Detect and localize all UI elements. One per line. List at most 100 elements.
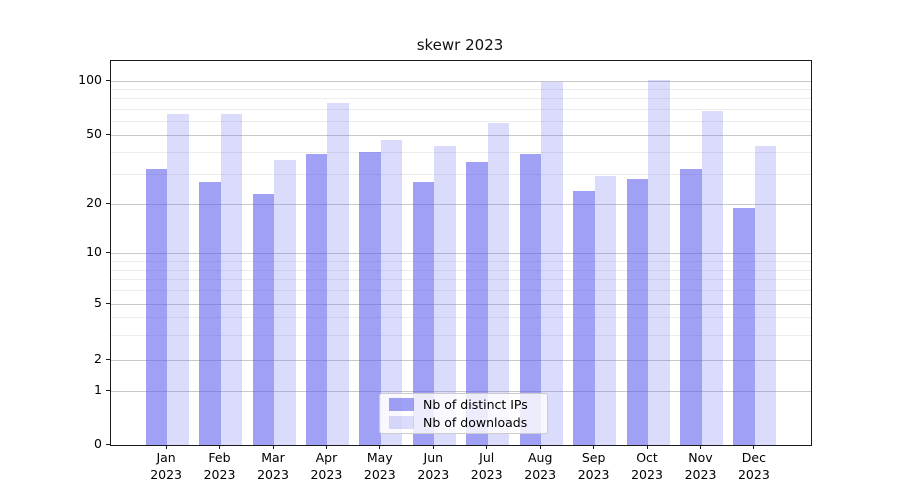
- x-tick-label-sep: Sep 2023: [564, 449, 624, 483]
- y-tick-mark-1: [106, 390, 110, 391]
- bar-downloads-jan: [167, 114, 189, 445]
- legend-label-distinct-ips: Nb of distinct IPs: [423, 397, 528, 412]
- bar-distinct-ips-dec: [733, 207, 755, 445]
- legend-swatch-downloads: [389, 416, 414, 429]
- bar-distinct-ips-apr: [305, 153, 328, 445]
- minor-gridline-30: [111, 173, 811, 175]
- x-tick-mark-dec: [753, 445, 755, 449]
- bar-downloads-sep: [594, 176, 617, 445]
- bar-downloads-aug: [541, 82, 563, 445]
- major-gridline-2: [111, 359, 811, 361]
- legend-label-downloads: Nb of downloads: [423, 415, 528, 430]
- y-tick-label-1: 1: [94, 382, 102, 397]
- major-gridline-10: [111, 253, 811, 255]
- x-tick-label-feb: Feb 2023: [190, 449, 250, 483]
- x-tick-year: 2023: [417, 467, 450, 482]
- bar-downloads-jul: [487, 123, 510, 445]
- minor-gridline-60: [111, 120, 811, 122]
- x-tick-label-dec: Dec 2023: [724, 449, 784, 483]
- bar-distinct-ips-nov: [680, 168, 702, 445]
- y-tick-label-100: 100: [78, 71, 102, 87]
- x-tick-year: 2023: [577, 467, 610, 482]
- bar-downloads-dec: [754, 146, 777, 445]
- bar-distinct-ips-aug: [519, 153, 542, 445]
- bar-downloads-jun: [434, 146, 456, 445]
- x-tick-month: Jan: [156, 450, 176, 465]
- x-tick-mark-may: [379, 445, 381, 449]
- minor-gridline-80: [111, 98, 811, 99]
- y-tick-mark-10: [106, 252, 110, 254]
- major-gridline-5: [111, 303, 811, 305]
- x-tick-month: Oct: [636, 450, 658, 465]
- x-tick-label-jul: Jul 2023: [457, 449, 517, 483]
- x-tick-mark-aug: [539, 445, 541, 449]
- x-tick-year: 2023: [684, 467, 717, 482]
- bar-distinct-ips-feb: [199, 181, 221, 445]
- x-tick-label-mar: Mar 2023: [243, 449, 303, 483]
- x-tick-month: Feb: [208, 450, 231, 465]
- y-tick-label-5: 5: [94, 294, 102, 310]
- bar-downloads-apr: [327, 103, 349, 445]
- y-tick-mark-0: [106, 444, 110, 445]
- bar-distinct-ips-mar: [252, 193, 274, 445]
- x-tick-year: 2023: [363, 467, 396, 482]
- x-tick-year: 2023: [203, 467, 236, 482]
- x-tick-mark-jun: [432, 445, 434, 449]
- x-tick-mark-feb: [219, 445, 220, 449]
- bar-distinct-ips-oct: [626, 178, 648, 445]
- x-tick-mark-sep: [593, 445, 595, 449]
- x-tick-year: 2023: [257, 467, 289, 482]
- x-tick-month: Dec: [741, 450, 766, 465]
- x-tick-label-aug: Aug 2023: [510, 449, 570, 483]
- bar-downloads-mar: [274, 159, 296, 445]
- x-tick-year: 2023: [150, 467, 182, 482]
- minor-gridline-40: [111, 151, 811, 153]
- x-tick-month: Jul: [479, 450, 495, 465]
- legend-row-downloads: Nb of downloads: [389, 415, 547, 430]
- x-tick-label-jan: Jan 2023: [136, 449, 196, 483]
- y-tick-mark-100: [106, 79, 110, 81]
- x-tick-mark-oct: [646, 445, 648, 449]
- bar-distinct-ips-sep: [573, 190, 595, 445]
- y-tick-mark-20: [106, 203, 110, 205]
- x-tick-year: 2023: [310, 467, 343, 482]
- bar-downloads-may: [380, 139, 403, 445]
- legend: Nb of distinct IPs Nb of downloads: [379, 393, 548, 434]
- x-tick-year: 2023: [470, 467, 503, 482]
- major-gridline-20: [111, 204, 811, 206]
- legend-swatch-distinct-ips: [389, 398, 414, 411]
- x-tick-year: 2023: [524, 467, 557, 482]
- x-tick-month: Nov: [688, 450, 713, 465]
- minor-gridline-6: [111, 290, 811, 292]
- x-tick-month: Apr: [315, 450, 338, 465]
- y-tick-label-20: 20: [86, 195, 102, 211]
- y-tick-mark-2: [106, 358, 110, 360]
- bar-distinct-ips-jul: [466, 162, 488, 445]
- bar-distinct-ips-jun: [412, 181, 435, 445]
- plot-area: Nb of distinct IPs Nb of downloads: [110, 60, 812, 446]
- x-tick-month: Jun: [423, 450, 444, 465]
- x-tick-mark-mar: [272, 445, 274, 449]
- x-tick-mark-apr: [325, 445, 327, 449]
- x-tick-year: 2023: [631, 467, 663, 482]
- major-gridline-1: [111, 391, 811, 392]
- y-tick-label-2: 2: [94, 350, 102, 366]
- major-gridline-50: [111, 135, 811, 136]
- minor-gridline-70: [111, 108, 811, 110]
- bar-downloads-oct: [648, 79, 670, 445]
- x-tick-label-oct: Oct 2023: [617, 449, 677, 483]
- minor-gridline-9: [111, 260, 811, 262]
- legend-row-distinct-ips: Nb of distinct IPs: [389, 397, 547, 412]
- y-tick-label-0: 0: [94, 436, 102, 451]
- x-tick-mark-nov: [700, 445, 701, 449]
- y-tick-label-10: 10: [86, 244, 102, 260]
- minor-gridline-3: [111, 334, 811, 336]
- bar-distinct-ips-may: [359, 151, 381, 445]
- x-tick-label-nov: Nov 2023: [671, 449, 731, 483]
- minor-gridline-7: [111, 279, 811, 281]
- y-tick-mark-5: [106, 302, 110, 304]
- minor-gridline-8: [111, 269, 811, 271]
- bar-distinct-ips-jan: [145, 168, 168, 445]
- x-tick-month: Sep: [581, 450, 606, 465]
